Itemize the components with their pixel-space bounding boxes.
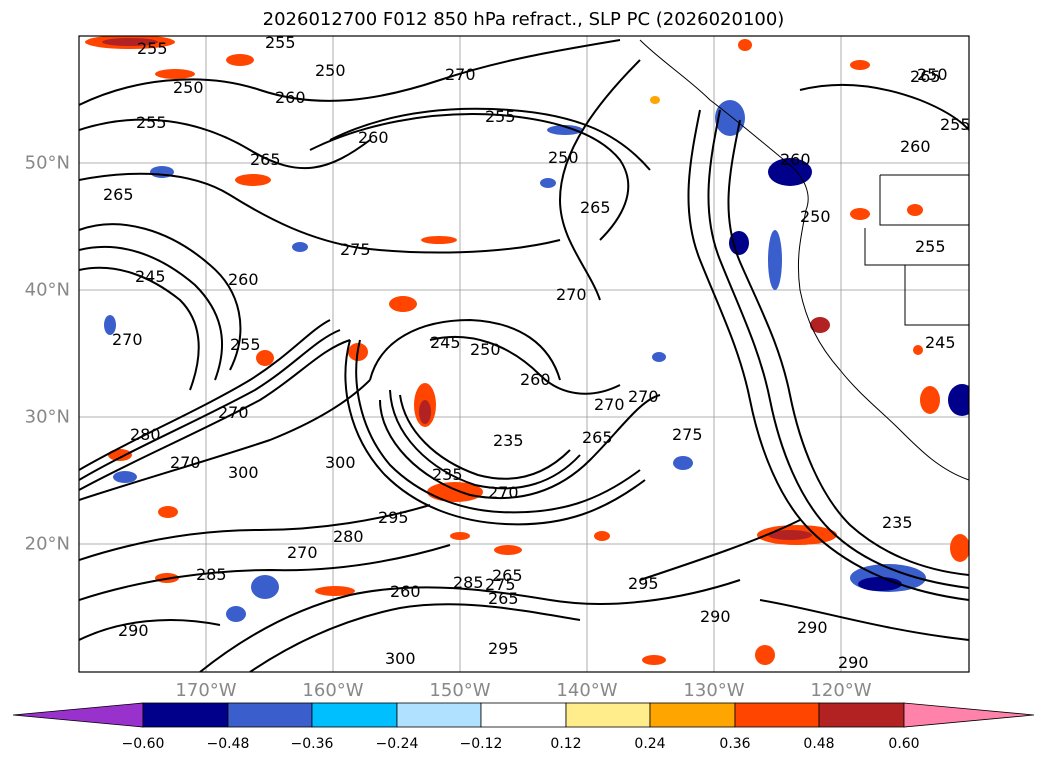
contour-label: 300 bbox=[385, 649, 416, 668]
colorbar-bin bbox=[227, 702, 313, 728]
colorbar-tick-label: 0.36 bbox=[719, 736, 751, 752]
contour-label: 260 bbox=[520, 370, 551, 389]
contour-label: 265 bbox=[582, 428, 613, 447]
colorbar-tick-label: −0.12 bbox=[459, 736, 503, 752]
contour-label: 270 bbox=[628, 387, 659, 406]
colorbar-extend-low bbox=[12, 702, 144, 728]
contour-label: 250 bbox=[470, 340, 501, 359]
colorbar-tick-label: −0.24 bbox=[375, 736, 419, 752]
colorbar-tick-label: −0.48 bbox=[206, 736, 250, 752]
contour-label: 285 bbox=[453, 573, 484, 592]
contour-label: 255 bbox=[230, 335, 261, 354]
contour-label: 275 bbox=[340, 240, 371, 259]
colorbar-tick-label: 0.24 bbox=[634, 736, 666, 752]
contour-label: 285 bbox=[196, 565, 227, 584]
contour-label: 270 bbox=[218, 403, 249, 422]
contour-label: 260 bbox=[275, 88, 306, 107]
contour-label: 260 bbox=[780, 150, 811, 169]
map-panel: 255 255 250 250 255 260 270 265 265 260 … bbox=[79, 33, 971, 672]
contour-label: 260 bbox=[228, 270, 259, 289]
contour-label: 250 bbox=[315, 61, 346, 80]
contour-label: 255 bbox=[485, 107, 516, 126]
contour-label: 255 bbox=[940, 115, 971, 134]
contour-label: 290 bbox=[118, 621, 149, 640]
map-frame bbox=[78, 35, 970, 673]
contour-label: 300 bbox=[325, 453, 356, 472]
contour-label: 255 bbox=[915, 237, 946, 256]
contour-label: 260 bbox=[390, 582, 421, 601]
colorbar-bin bbox=[649, 702, 736, 728]
contour-label: 295 bbox=[628, 574, 659, 593]
contour-label: 250 bbox=[917, 65, 948, 84]
contour-label: 255 bbox=[265, 33, 296, 52]
colorbar-bin bbox=[818, 702, 905, 728]
contour-label: 295 bbox=[378, 508, 409, 527]
colorbar-tick-label: 0.48 bbox=[803, 736, 835, 752]
contour-labels: 255 255 250 250 255 260 270 265 265 260 … bbox=[103, 33, 971, 672]
contour-label: 235 bbox=[882, 513, 913, 532]
colorbar-bin bbox=[142, 702, 229, 728]
contour-label: 265 bbox=[103, 185, 134, 204]
lon-label-130w: 130°W bbox=[683, 680, 745, 701]
contour-label: 245 bbox=[925, 333, 956, 352]
contour-label: 270 bbox=[594, 395, 625, 414]
colorbar-tick-label: 0.60 bbox=[888, 736, 920, 752]
lon-label-170w: 170°W bbox=[175, 680, 237, 701]
colorbar-bin bbox=[734, 702, 820, 728]
contour-label: 290 bbox=[838, 653, 869, 672]
contour-label: 300 bbox=[228, 463, 259, 482]
colorbar-tick-label: −0.60 bbox=[121, 736, 165, 752]
contour-label: 290 bbox=[797, 618, 828, 637]
coastline bbox=[639, 39, 969, 481]
contour-label: 270 bbox=[488, 483, 519, 502]
colorbar-tick-label: 0.12 bbox=[550, 736, 582, 752]
contour-label: 270 bbox=[170, 453, 201, 472]
contour-label: 260 bbox=[900, 137, 931, 156]
colorbar bbox=[12, 702, 1035, 728]
slp-contours bbox=[79, 39, 969, 672]
lat-label-30n: 30°N bbox=[24, 406, 70, 428]
lat-label-50n: 50°N bbox=[24, 152, 70, 174]
colorbar-bin bbox=[565, 702, 651, 728]
lon-label-160w: 160°W bbox=[302, 680, 364, 701]
contour-label: 265 bbox=[910, 67, 941, 86]
contour-label: 275 bbox=[485, 575, 516, 594]
contour-label: 255 bbox=[137, 39, 168, 58]
lon-label-150w: 150°W bbox=[429, 680, 491, 701]
contour-label: 250 bbox=[173, 78, 204, 97]
contour-label: 275 bbox=[672, 425, 703, 444]
colorbar-extend-high bbox=[903, 702, 1035, 728]
contour-label: 270 bbox=[556, 285, 587, 304]
contour-label: 250 bbox=[800, 207, 831, 226]
colorbar-bin bbox=[480, 702, 567, 728]
contour-label: 270 bbox=[112, 330, 143, 349]
lon-label-140w: 140°W bbox=[556, 680, 618, 701]
contour-label: 260 bbox=[358, 128, 389, 147]
contour-label: 270 bbox=[445, 65, 476, 84]
contour-label: 265 bbox=[250, 150, 281, 169]
contour-label: 245 bbox=[135, 267, 166, 286]
contour-label: 295 bbox=[488, 639, 519, 658]
contour-label: 245 bbox=[430, 333, 461, 352]
lat-label-20n: 20°N bbox=[24, 533, 70, 555]
contour-label: 235 bbox=[493, 431, 524, 450]
contour-label: 265 bbox=[580, 198, 611, 217]
colorbar-tick-label: −0.36 bbox=[290, 736, 334, 752]
contour-label: 235 bbox=[432, 465, 463, 484]
colorbar-bin bbox=[396, 702, 482, 728]
lon-label-120w: 120°W bbox=[810, 680, 872, 701]
lat-label-40n: 40°N bbox=[24, 279, 70, 301]
contour-label: 265 bbox=[488, 589, 519, 608]
contour-label: 265 bbox=[492, 566, 523, 585]
contour-label: 270 bbox=[287, 543, 318, 562]
contour-label: 290 bbox=[700, 607, 731, 626]
contour-label: 280 bbox=[333, 527, 364, 546]
contour-label: 250 bbox=[548, 148, 579, 167]
contour-label: 280 bbox=[130, 425, 161, 444]
contour-label: 255 bbox=[136, 113, 167, 132]
colorbar-bin bbox=[311, 702, 398, 728]
map-title: 2026012700 F012 850 hPa refract., SLP PC… bbox=[262, 9, 785, 30]
